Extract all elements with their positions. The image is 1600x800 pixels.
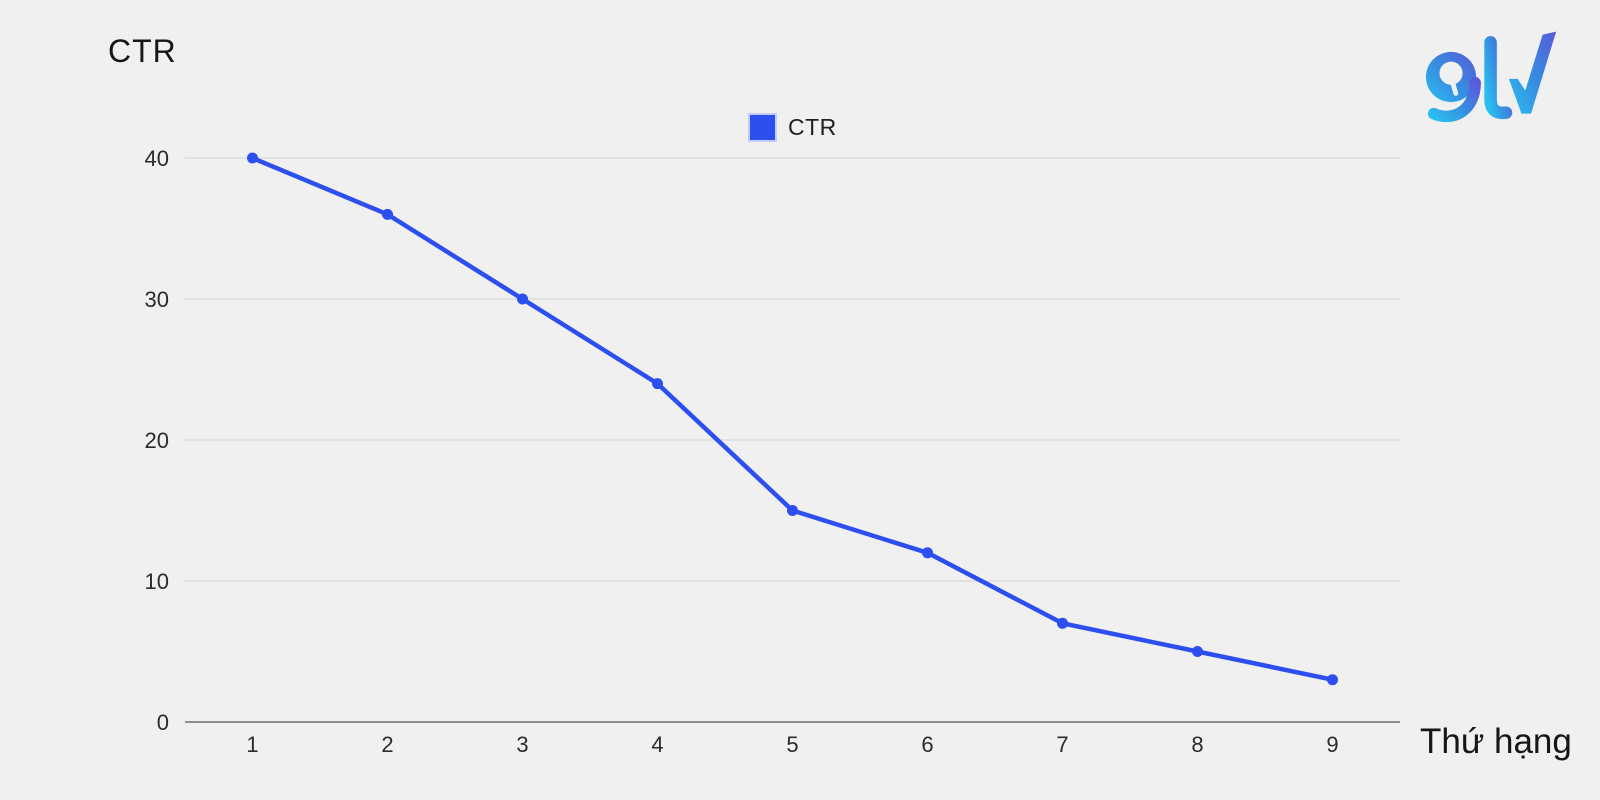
legend-label-ctr: CTR (788, 114, 837, 140)
x-tick-label: 1 (246, 732, 258, 757)
data-point (517, 293, 528, 305)
data-point (1327, 674, 1338, 686)
x-tick-label: 6 (921, 732, 933, 757)
data-point (652, 378, 663, 390)
y-tick-label: 30 (145, 287, 169, 312)
data-point (1057, 617, 1068, 629)
data-point (247, 152, 258, 164)
data-point (1192, 646, 1203, 657)
x-tick-label: 2 (381, 732, 393, 757)
logo-letter-v-check (1508, 31, 1557, 114)
x-tick-label: 7 (1056, 732, 1068, 757)
x-tick-label: 3 (516, 732, 528, 757)
data-point (787, 505, 798, 516)
y-tick-label: 20 (145, 428, 169, 453)
chart-title: CTR (108, 33, 177, 69)
x-axis-title: Thứ hạng (1420, 722, 1572, 761)
data-point (922, 547, 933, 559)
legend: CTR (748, 113, 837, 142)
x-tick-label: 4 (651, 732, 663, 757)
legend-swatch-ctr (748, 113, 777, 142)
y-tick-label: 40 (145, 146, 169, 171)
x-tick-label: 8 (1191, 732, 1203, 757)
ctr-data-line (250, 155, 1335, 682)
y-tick-label: 10 (145, 569, 169, 594)
data-point (382, 208, 393, 220)
logo-letter-g (1425, 51, 1481, 123)
logo-letter-t (1478, 36, 1513, 120)
x-tick-label: 9 (1326, 732, 1338, 757)
gtv-logo (1425, 31, 1557, 123)
x-tick-label: 5 (786, 732, 798, 757)
y-tick-label: 0 (157, 710, 169, 735)
